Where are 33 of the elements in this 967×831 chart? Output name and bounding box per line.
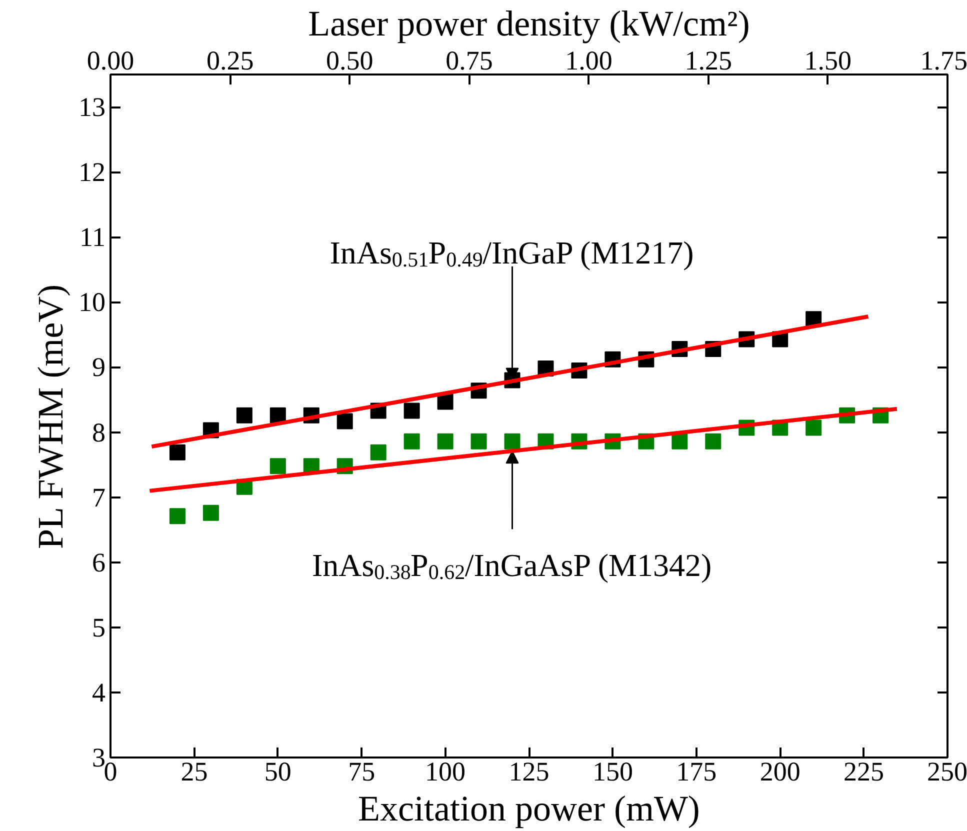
x2-tick-label: 0.25 (206, 46, 254, 76)
x-tick-label: 25 (180, 756, 208, 786)
y-tick-label: 4 (92, 677, 106, 708)
x2-tick-label: 1.75 (920, 46, 967, 76)
x-axis-title: Excitation power (mW) (358, 788, 700, 828)
x2-tick-label: 1.50 (804, 46, 852, 76)
y-tick-label: 11 (80, 222, 106, 252)
y-axis-title: PL FWHM (meV) (30, 284, 70, 549)
x2-tick-label: 1.00 (565, 46, 612, 76)
y-tick-label: 7 (92, 482, 106, 512)
x-tick-label: 100 (425, 756, 466, 786)
y-tick-label: 12 (78, 157, 106, 188)
y-tick-label: 13 (78, 92, 106, 122)
y-tick-label: 8 (92, 417, 106, 448)
y-tick-label: 10 (78, 287, 106, 318)
x-tick-label: 200 (760, 756, 800, 786)
x-tick-label: 75 (348, 756, 376, 786)
x-tick-label: 50 (264, 756, 292, 786)
x2-tick-label: 0.50 (326, 46, 374, 76)
x2-tick-label: 0.00 (86, 46, 134, 76)
x2-tick-label: 0.75 (446, 46, 493, 76)
x-tick-label: 150 (592, 756, 633, 786)
x-tick-label: 0 (104, 756, 118, 786)
x-tick-label: 250 (927, 756, 967, 786)
x2-tick-label: 1.25 (684, 46, 732, 76)
y-tick-label: 5 (92, 612, 106, 642)
x-tick-label: 175 (676, 756, 717, 786)
y-tick-label: 3 (92, 742, 106, 772)
y-tick-label: 9 (92, 352, 106, 382)
y-tick-label: 6 (92, 547, 106, 578)
x-tick-label: 125 (508, 756, 550, 786)
x-tick-label: 225 (844, 756, 884, 786)
x2-axis-title: Laser power density (kW/cm²) (308, 4, 750, 44)
